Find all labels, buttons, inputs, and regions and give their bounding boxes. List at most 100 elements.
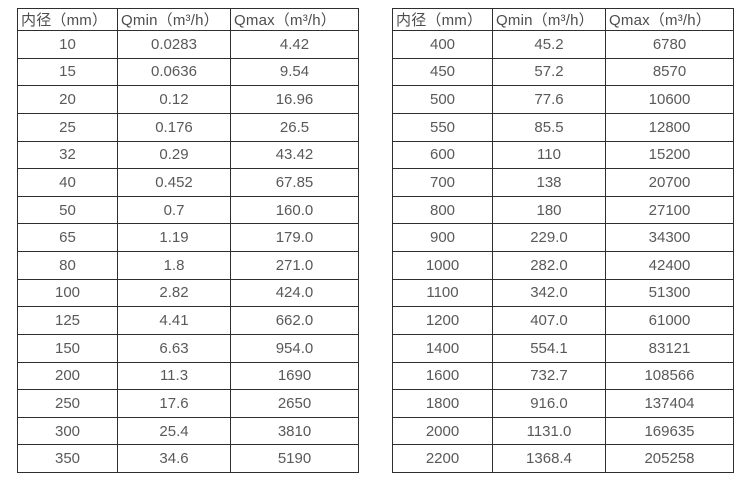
table-cell: 1600 (392, 361, 493, 391)
table-cell: 2200 (392, 444, 493, 473)
table-cell: 100 (17, 278, 118, 308)
table-cell: 1690 (230, 361, 359, 391)
table-cell: 9.54 (230, 57, 359, 87)
table-cell: 61000 (605, 306, 734, 335)
table-cell: 900 (392, 223, 493, 252)
table-row: 1800 916.0 137404 (392, 389, 734, 418)
table-cell: 205258 (605, 444, 734, 473)
table-cell: 450 (392, 57, 493, 87)
table-cell: 42400 (605, 251, 734, 280)
table-cell: 43.42 (230, 140, 359, 170)
table-cell: 400 (392, 30, 493, 59)
table-cell: 550 (392, 112, 493, 142)
column-header-2: Qmax（m³/h） (605, 8, 734, 31)
table-cell: 45.2 (492, 30, 606, 59)
table-cell: 1100 (392, 278, 493, 308)
table-cell: 1800 (392, 389, 493, 418)
table-cell: 300 (17, 416, 118, 446)
table-row: 32 0.29 43.42 (17, 140, 359, 170)
table-cell: 137404 (605, 389, 734, 418)
table-row: 1000 282.0 42400 (392, 251, 734, 280)
table-cell: 500 (392, 85, 493, 114)
table-cell: 200 (17, 361, 118, 391)
table-cell: 350 (17, 444, 118, 473)
table-row: 900 229.0 34300 (392, 223, 734, 252)
table-cell: 424.0 (230, 278, 359, 308)
table-cell: 250 (17, 389, 118, 418)
table-cell: 0.29 (117, 140, 231, 170)
table-cell: 229.0 (492, 223, 606, 252)
table-row: 50 0.7 160.0 (17, 195, 359, 225)
table-cell: 57.2 (492, 57, 606, 87)
header-row: 内径（mm） Qmin（m³/h） Qmax（m³/h） (392, 8, 734, 31)
table-cell: 77.6 (492, 85, 606, 114)
table-cell: 150 (17, 333, 118, 363)
table-cell: 0.0636 (117, 57, 231, 87)
table-row: 450 57.2 8570 (392, 57, 734, 87)
table-cell: 50 (17, 195, 118, 225)
table-cell: 17.6 (117, 389, 231, 418)
table-cell: 110 (492, 140, 606, 170)
table-cell: 51300 (605, 278, 734, 308)
table-cell: 1200 (392, 306, 493, 335)
table-row: 65 1.19 179.0 (17, 223, 359, 252)
table-cell: 34300 (605, 223, 734, 252)
table-row: 2200 1368.4 205258 (392, 444, 734, 473)
flow-rate-table-small-diameters: 内径（mm） Qmin（m³/h） Qmax（m³/h） 10 0.0283 4.42 15… (17, 8, 359, 473)
table-cell: 4.42 (230, 30, 359, 59)
table-row: 40 0.452 67.85 (17, 168, 359, 197)
table-cell: 1131.0 (492, 416, 606, 446)
table-cell: 3810 (230, 416, 359, 446)
table-row: 600 110 15200 (392, 140, 734, 170)
table-cell: 138 (492, 168, 606, 197)
table-cell: 662.0 (230, 306, 359, 335)
table-cell: 0.12 (117, 85, 231, 114)
table-cell: 25.4 (117, 416, 231, 446)
table-cell: 108566 (605, 361, 734, 391)
table-cell: 800 (392, 195, 493, 225)
table-cell: 732.7 (492, 361, 606, 391)
table-row: 1600 732.7 108566 (392, 361, 734, 391)
table-cell: 169635 (605, 416, 734, 446)
table-row: 350 34.6 5190 (17, 444, 359, 473)
table-row: 1200 407.0 61000 (392, 306, 734, 335)
table-cell: 0.452 (117, 168, 231, 197)
table-cell: 1368.4 (492, 444, 606, 473)
column-header-0: 内径（mm） (17, 8, 118, 31)
table-cell: 282.0 (492, 251, 606, 280)
table-cell: 15 (17, 57, 118, 87)
table-cell: 4.41 (117, 306, 231, 335)
table-cell: 2000 (392, 416, 493, 446)
table-cell: 67.85 (230, 168, 359, 197)
table-row: 300 25.4 3810 (17, 416, 359, 446)
table-cell: 1.8 (117, 251, 231, 280)
table-cell: 10 (17, 30, 118, 59)
column-header-2: Qmax（m³/h） (230, 8, 359, 31)
table-cell: 6.63 (117, 333, 231, 363)
header-row: 内径（mm） Qmin（m³/h） Qmax（m³/h） (17, 8, 359, 31)
table-cell: 15200 (605, 140, 734, 170)
table-row: 15 0.0636 9.54 (17, 57, 359, 87)
table-row: 150 6.63 954.0 (17, 333, 359, 363)
table-cell: 179.0 (230, 223, 359, 252)
table-row: 250 17.6 2650 (17, 389, 359, 418)
table-row: 25 0.176 26.5 (17, 112, 359, 142)
table-cell: 554.1 (492, 333, 606, 363)
table-cell: 1400 (392, 333, 493, 363)
table-cell: 20 (17, 85, 118, 114)
table-cell: 85.5 (492, 112, 606, 142)
table-row: 550 85.5 12800 (392, 112, 734, 142)
table-cell: 32 (17, 140, 118, 170)
table-cell: 25 (17, 112, 118, 142)
table-cell: 5190 (230, 444, 359, 473)
table-cell: 180 (492, 195, 606, 225)
table-cell: 65 (17, 223, 118, 252)
table-cell: 26.5 (230, 112, 359, 142)
table-row: 80 1.8 271.0 (17, 251, 359, 280)
table-cell: 1000 (392, 251, 493, 280)
table-cell: 34.6 (117, 444, 231, 473)
table-cell: 83121 (605, 333, 734, 363)
table-row: 1100 342.0 51300 (392, 278, 734, 308)
table-cell: 160.0 (230, 195, 359, 225)
